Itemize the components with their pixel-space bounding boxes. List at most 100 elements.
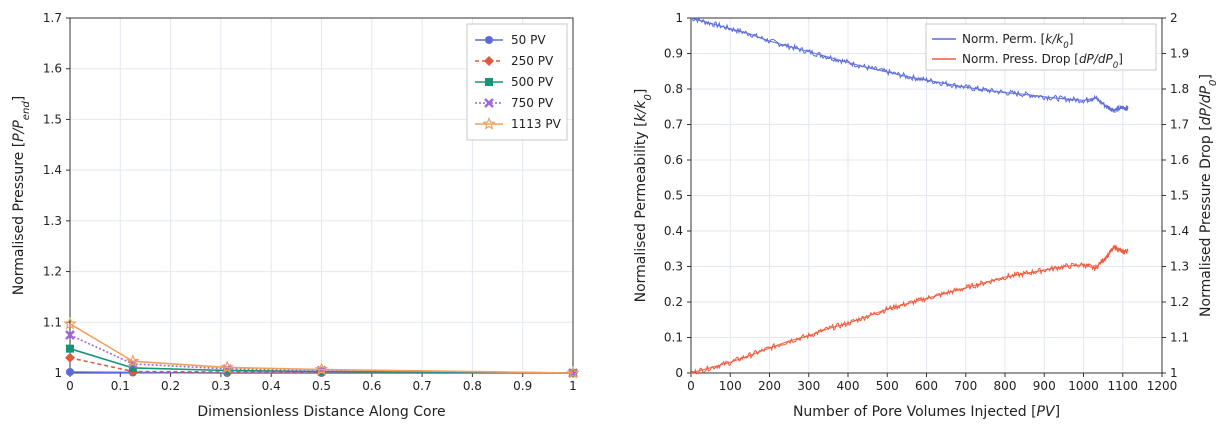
legend-marker: [484, 98, 494, 108]
x-tick-label: 500: [876, 379, 899, 393]
x-tick-label: 0: [687, 379, 695, 393]
marker-stroke: [484, 98, 494, 108]
legend-label: 500 PV: [511, 75, 554, 89]
x-tick-label: 600: [915, 379, 938, 393]
label-part: ]: [11, 96, 27, 101]
x-tick-label: 800: [994, 379, 1017, 393]
legend: Norm. Perm. [k/k0]Norm. Press. Drop [dP/…: [925, 23, 1157, 71]
label-part: dP/dP: [1079, 52, 1114, 66]
legend-marker: [485, 78, 493, 86]
legend-label: Norm. Press. Drop [dP/dP0]: [962, 52, 1123, 71]
legend-marker: [484, 56, 494, 66]
x-tick-label: 0.2: [161, 379, 180, 393]
x-axis-title: Number of Pore Volumes Injected [PV]: [793, 404, 1060, 420]
x-tick-label: 0.7: [413, 379, 432, 393]
y-left-tick-label: 0.4: [664, 224, 683, 238]
label-part: ]: [633, 89, 649, 94]
y-right-tick-label: 1.6: [1170, 153, 1189, 167]
y-right-tick-label: 1.2: [1170, 295, 1189, 309]
series-noise-line: [690, 244, 1129, 375]
x-tick-label: 900: [1033, 379, 1056, 393]
data-point: [65, 352, 75, 363]
data-point: [66, 367, 74, 376]
y-left-axis-title: Normalised Permeability [k/k0]: [633, 89, 654, 303]
legend-label: 1113 PV: [511, 117, 562, 131]
data-point: [314, 362, 329, 376]
x-tick-label: 100: [719, 379, 742, 393]
label-part: Normalised Permeability [: [633, 121, 649, 302]
label-part: Normalised Pressure [: [11, 142, 27, 295]
label-part: ]: [1055, 404, 1060, 420]
y-right-axis-title: Normalised Pressure Drop [dP/dP0]: [1198, 74, 1219, 317]
y-left-tick-label: 0.3: [664, 260, 683, 274]
legend-label: 50 PV: [511, 33, 546, 47]
data-point: [65, 330, 75, 340]
x-tick-label: 0.1: [111, 379, 130, 393]
legend-label: 750 PV: [511, 96, 554, 110]
data-point: [220, 360, 234, 374]
label-part: P/P: [11, 120, 27, 142]
y-tick-label: 1.1: [43, 315, 62, 329]
y-left-tick-label: 0.6: [664, 153, 683, 167]
legend-box: [925, 23, 1157, 71]
y-left-tick-label: 0.1: [664, 331, 683, 345]
legend: 50 PV 250 PV 500 PV 750 PV 1113 PV: [466, 23, 568, 141]
label-part: k/k: [633, 100, 649, 122]
label-part: dP/dP: [1198, 85, 1214, 125]
series-trend-line: [690, 246, 1129, 374]
data-point: [566, 365, 580, 379]
y-tick-label: 1.6: [43, 62, 62, 76]
data-point: [63, 316, 77, 330]
x-tick-label: 700: [954, 379, 977, 393]
label-part: 0: [1113, 61, 1119, 71]
marker-stroke: [65, 330, 75, 340]
y-axis-title: Normalised Pressure [P/Pend]: [11, 96, 32, 296]
y-right-tick-label: 2: [1170, 11, 1178, 25]
y-left-tick-label: 1: [675, 11, 683, 25]
y-right-tick-label: 1.3: [1170, 260, 1189, 274]
x-axis-title: Dimensionless Distance Along Core: [197, 404, 445, 420]
x-tick-label: 0.5: [312, 379, 331, 393]
pressure-profile-chart: 0 0.1 0.2 0.3 0.4 0.5 0.6 0.7 0.8 0.9 1 1 1.1 1.2 1.3 1…: [11, 11, 580, 420]
x-tick-label: 0.4: [262, 379, 281, 393]
label-part: 0: [1208, 80, 1219, 86]
y-right-tick-label: 1.5: [1170, 189, 1189, 203]
y-left-tick-label: 0: [675, 366, 683, 380]
permeability-chart: 0 100 200 300 400 500 600 700 800 900 1000 1100 1200…: [633, 11, 1219, 420]
legend-marker: [485, 36, 493, 44]
x-tick-label: 1200: [1147, 379, 1178, 393]
legend-label: Norm. Perm. [k/k0]: [962, 32, 1073, 51]
series-norm-press-drop: [690, 244, 1129, 375]
series-noise-line: [690, 16, 1129, 114]
label-part: 0: [1063, 41, 1069, 51]
label-part: PV: [1037, 404, 1056, 420]
x-tick-label: 200: [758, 379, 781, 393]
y-right-tick-label: 1.9: [1170, 47, 1189, 61]
x-tick-label: 0.8: [463, 379, 482, 393]
series-1113-pv: [63, 316, 580, 379]
legend-label: 250 PV: [511, 54, 554, 68]
y-tick-label: 1.7: [43, 11, 62, 25]
label-part: Norm. Perm. [: [962, 32, 1045, 46]
x-tick-label: 1000: [1068, 379, 1099, 393]
data-point: [128, 363, 137, 372]
legend-marker: [482, 116, 496, 130]
label-part: Number of Pore Volumes Injected [: [793, 404, 1037, 420]
series-norm-perm: [690, 16, 1129, 114]
y-tick-label: 1.5: [43, 112, 62, 126]
y-left-tick-label: 0.7: [664, 118, 683, 132]
x-tick-label: 0.3: [211, 379, 230, 393]
x-tick-label: 0.9: [513, 379, 532, 393]
y-left-tick-label: 0.5: [664, 189, 683, 203]
y-left-tick-label: 0.9: [664, 47, 683, 61]
y-right-tick-label: 1.1: [1170, 331, 1189, 345]
x-tick-label: 300: [797, 379, 820, 393]
label-part: k/k: [1045, 32, 1064, 46]
y-tick-label: 1.2: [43, 265, 62, 279]
x-tick-label: 400: [837, 379, 860, 393]
label-part: 0: [643, 94, 654, 100]
label-part: Normalised Pressure Drop [: [1198, 125, 1214, 317]
y-left-tick-label: 0.8: [664, 82, 683, 96]
y-left-tick-label: 0.2: [664, 295, 683, 309]
